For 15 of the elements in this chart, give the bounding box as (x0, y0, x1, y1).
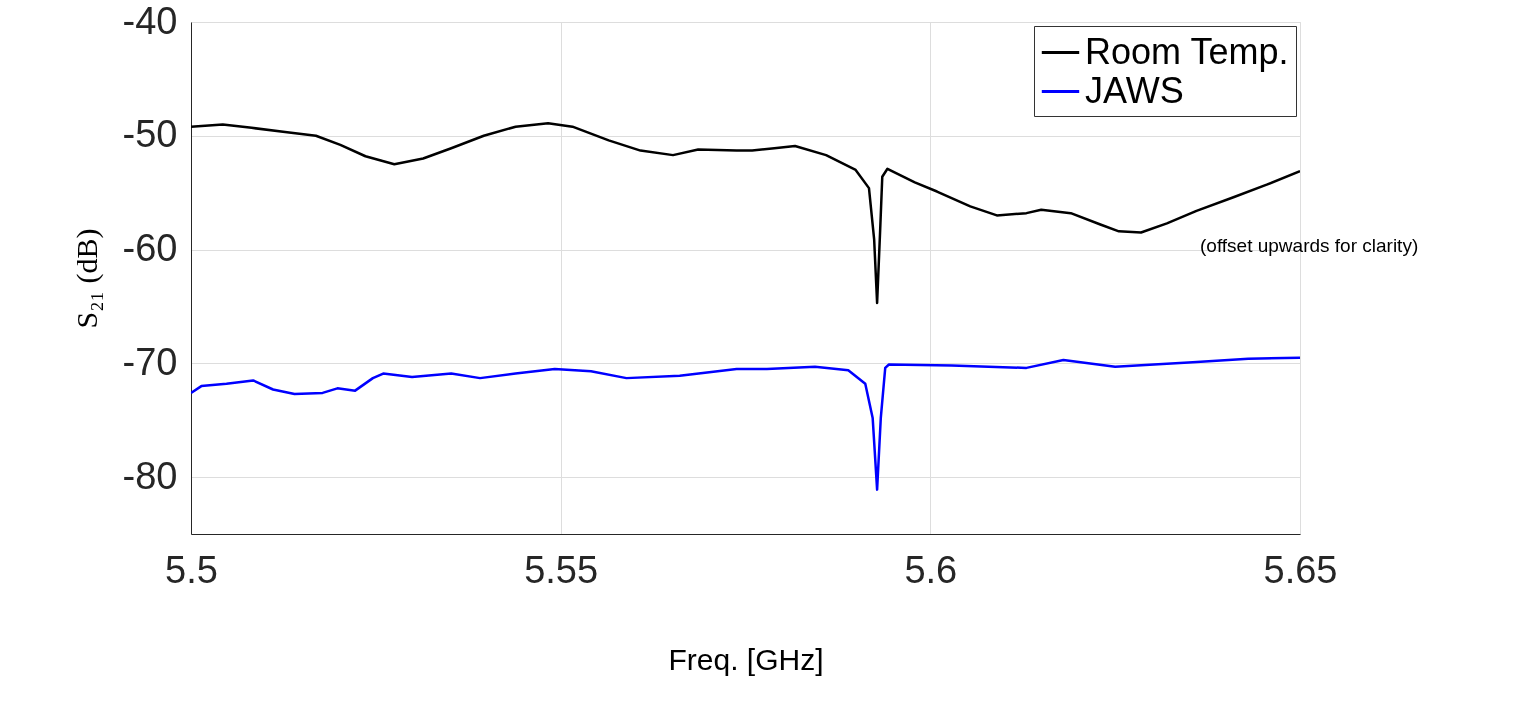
x-axis-title: Freq. [GHz] (668, 642, 824, 676)
x-tick-label: 5.55 (524, 548, 599, 591)
line-series (191, 356, 1300, 491)
y-tick-label: -50 (122, 113, 178, 156)
x-tick-label: 5.65 (1263, 548, 1338, 591)
legend-label: JAWS (1085, 69, 1184, 111)
y-tick-label: -70 (122, 340, 178, 383)
legend-label: Room Temp. (1085, 30, 1289, 72)
y-tick-label: -60 (122, 227, 178, 270)
x-tick-label: 5.5 (165, 548, 218, 591)
y-tick-label: -80 (122, 454, 178, 497)
annotation: (offset upwards for clarity) (1200, 235, 1419, 256)
y-tick-label: -40 (122, 0, 178, 42)
y-axis-title: S₂₁ (dB) (69, 228, 104, 329)
x-tick-label: 5.6 (904, 548, 958, 591)
